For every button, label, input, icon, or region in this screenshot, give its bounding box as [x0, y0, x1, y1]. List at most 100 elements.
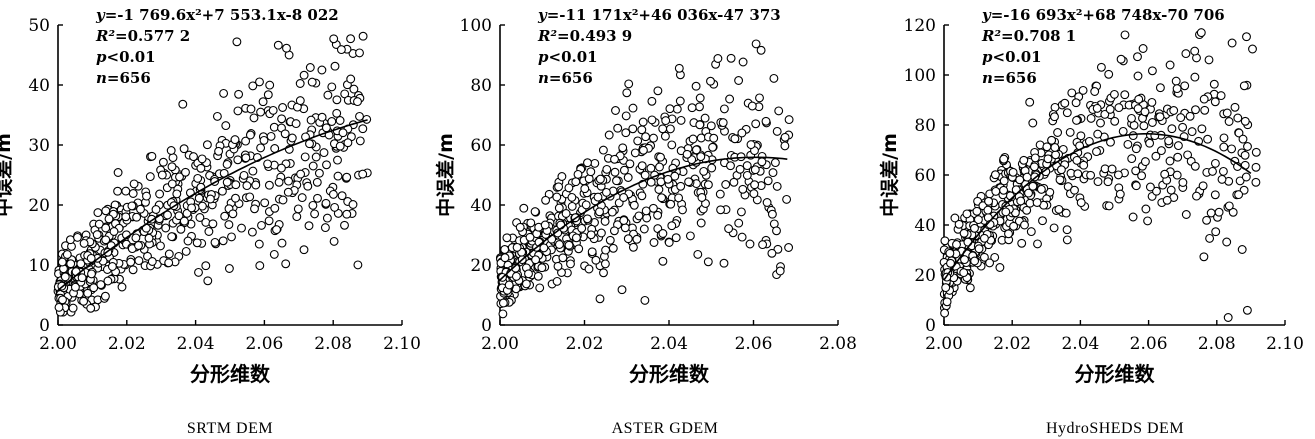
scatter-point: [1076, 131, 1086, 141]
scatter-point: [941, 283, 951, 293]
scatter-point: [284, 176, 293, 186]
scatter-point: [632, 234, 642, 244]
stat-symbol: y: [537, 6, 548, 24]
y-tick-label: 100: [460, 16, 492, 36]
scatter-point: [1131, 144, 1141, 154]
x-tick-label: 2.00: [481, 334, 519, 354]
y-tick-label: 10: [28, 256, 50, 276]
y-tick-label: 0: [39, 316, 50, 336]
scatter-point: [87, 269, 96, 279]
scatter-point: [134, 241, 143, 250]
x-tick-label: 2.10: [1266, 334, 1304, 354]
scatter-point: [161, 223, 171, 233]
scatter-point: [1055, 175, 1065, 185]
scatter-point: [194, 267, 203, 277]
scatter-point: [942, 297, 952, 307]
scatter-point: [1224, 117, 1234, 126]
scatter-point: [109, 227, 119, 236]
scatter-point: [311, 152, 321, 162]
scatter-point: [1152, 186, 1161, 196]
scatter-point: [990, 170, 1000, 180]
scatter-point: [1060, 98, 1070, 108]
scatter-point: [676, 181, 686, 191]
scatter-point: [653, 210, 663, 220]
scatter-point: [747, 101, 757, 111]
scatter-point: [708, 142, 718, 152]
scatter-point: [1243, 142, 1252, 151]
scatter-point: [76, 259, 86, 269]
stat-value: =656: [107, 69, 151, 87]
scatter-point: [1133, 71, 1143, 81]
scatter-point: [358, 169, 368, 179]
scatter-point: [773, 244, 783, 254]
scatter-point: [305, 63, 315, 72]
scatter-point: [524, 269, 533, 279]
scatter-point: [770, 158, 780, 168]
scatter-point: [54, 302, 64, 312]
scatter-point: [1049, 223, 1059, 233]
panel-caption: HydroSHEDS DEM: [1046, 420, 1184, 437]
scatter-point: [713, 54, 723, 63]
scatter-point: [255, 77, 264, 87]
scatter-point: [1197, 124, 1207, 134]
scatter-point: [504, 280, 514, 290]
scatter-point: [58, 295, 67, 305]
stat-annotation: R²=0.708 1: [981, 27, 1076, 45]
scatter-point: [117, 282, 127, 292]
scatter-point: [321, 198, 331, 208]
scatter-point: [1204, 55, 1214, 65]
scatter-point: [1234, 190, 1244, 200]
y-axis-title: 中误差/m: [434, 133, 457, 217]
scatter-point: [500, 253, 510, 263]
scatter-point: [346, 34, 356, 44]
scatter-point: [960, 255, 969, 265]
scatter-point: [1190, 72, 1200, 82]
scatter-point: [245, 192, 255, 202]
scatter-point: [1251, 147, 1261, 157]
scatter-point: [691, 81, 701, 91]
scatter-point: [328, 189, 338, 199]
stat-symbol: n: [982, 69, 993, 87]
scatter-point: [1223, 313, 1233, 322]
y-tick-label: 80: [470, 76, 492, 96]
scatter-point: [628, 103, 638, 113]
scatter-point: [1240, 116, 1250, 126]
scatter-point: [79, 238, 89, 248]
scatter-point: [57, 257, 67, 267]
scatter-point: [1123, 139, 1133, 149]
scatter-point: [660, 131, 670, 141]
scatter-point: [596, 228, 606, 238]
scatter-point: [1237, 245, 1247, 254]
scatter-point: [291, 119, 301, 129]
scatter-point: [293, 204, 303, 214]
x-tick-label: 2.06: [1130, 334, 1168, 354]
scatter-point: [266, 131, 276, 141]
scatter-point: [189, 152, 198, 162]
scatter-point: [1114, 103, 1124, 113]
stat-annotation: p<0.01: [538, 48, 598, 66]
scatter-point: [767, 209, 777, 219]
scatter-point: [343, 138, 353, 148]
stat-symbol: y: [981, 6, 992, 24]
scatter-point: [530, 207, 540, 217]
scatter-point: [972, 206, 982, 216]
scatter-point: [676, 115, 686, 125]
scatter-point: [512, 242, 522, 252]
stat-value: =-1 769.6x²+7 553.1x-8 022: [105, 6, 339, 24]
scatter-point: [335, 116, 345, 125]
y-axis-title: 中误差/m: [878, 133, 901, 217]
y-tick-label: 30: [28, 136, 50, 156]
scatter-point: [60, 272, 70, 282]
scatter-point: [1167, 124, 1177, 134]
scatter-point: [624, 79, 634, 89]
scatter-point: [1190, 46, 1200, 56]
scatter-point: [1210, 97, 1220, 107]
scatter-point: [258, 97, 268, 107]
scatter-point: [156, 241, 165, 251]
scatter-point: [640, 170, 650, 180]
scatter-point: [1072, 115, 1081, 125]
scatter-point: [1234, 128, 1244, 138]
stat-symbol: p: [538, 48, 549, 66]
scatter-point: [1222, 237, 1232, 247]
scatter-point: [1180, 81, 1190, 91]
